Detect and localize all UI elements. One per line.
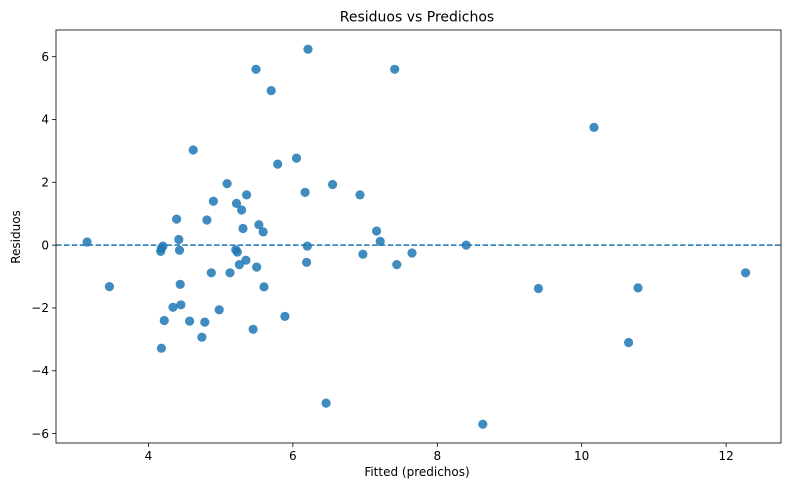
data-point	[232, 247, 242, 257]
data-point	[175, 279, 185, 289]
data-point	[259, 282, 269, 292]
data-point	[328, 179, 338, 190]
data-point	[104, 282, 114, 292]
points-layer	[82, 44, 751, 429]
x-axis-ticks: 4 6 8 10 12	[145, 443, 734, 463]
data-point	[202, 215, 212, 225]
data-point	[234, 260, 244, 270]
data-point	[633, 283, 643, 293]
data-point	[291, 153, 302, 163]
data-point	[252, 262, 262, 272]
chart-title: Residuos vs Predichos	[340, 10, 494, 26]
data-point	[407, 248, 417, 258]
data-point	[238, 223, 248, 234]
data-point	[158, 241, 168, 251]
data-point	[231, 198, 242, 208]
x-tick-label: 4	[145, 449, 153, 463]
data-point	[358, 249, 368, 259]
data-point	[266, 86, 276, 96]
y-axis-ticks: −6 −4 −2 0 2 4 6	[31, 50, 56, 441]
data-point	[214, 305, 224, 315]
data-point	[251, 64, 261, 74]
data-point	[478, 419, 488, 429]
x-tick-label: 12	[718, 449, 733, 463]
data-point	[185, 316, 195, 326]
data-point	[533, 283, 544, 294]
data-point	[174, 245, 185, 255]
data-point	[300, 187, 310, 197]
data-point	[188, 145, 198, 155]
data-point	[156, 343, 166, 353]
data-point	[321, 398, 331, 408]
y-tick-label: −6	[31, 427, 49, 441]
y-axis-title: Residuos	[9, 210, 23, 264]
data-point	[258, 227, 268, 237]
data-point	[206, 268, 216, 278]
plot-area-frame	[55, 29, 782, 444]
data-point	[197, 332, 207, 342]
data-point	[208, 196, 218, 206]
data-point	[303, 44, 313, 54]
y-tick-label: 2	[41, 176, 49, 190]
y-tick-label: 4	[41, 113, 49, 127]
data-point	[176, 300, 186, 310]
data-point	[461, 240, 471, 250]
data-point	[174, 234, 184, 245]
data-point	[302, 257, 312, 267]
data-point	[624, 337, 634, 348]
data-point	[302, 241, 312, 251]
data-point	[222, 179, 232, 189]
y-tick-label: −4	[31, 364, 49, 378]
data-point	[200, 317, 210, 327]
y-tick-label: −2	[31, 301, 49, 315]
data-point	[392, 260, 402, 270]
data-point	[589, 122, 599, 132]
x-tick-label: 8	[433, 449, 441, 463]
data-point	[237, 205, 247, 215]
data-point	[273, 159, 283, 169]
data-point	[241, 255, 251, 265]
data-point	[254, 220, 264, 230]
data-point	[242, 190, 252, 200]
data-point	[225, 268, 235, 278]
x-tick-label: 6	[289, 449, 297, 463]
data-point	[375, 236, 385, 246]
data-point	[741, 268, 751, 278]
y-tick-label: 0	[41, 238, 49, 252]
x-tick-label: 10	[574, 449, 589, 463]
data-point	[159, 315, 169, 326]
data-point	[355, 190, 365, 200]
data-point	[390, 64, 400, 74]
data-point	[280, 311, 290, 321]
data-point	[372, 226, 382, 236]
data-point	[172, 214, 182, 224]
data-point	[82, 237, 92, 247]
x-axis-title: Fitted (predichos)	[364, 465, 469, 479]
data-point	[248, 324, 258, 334]
data-point	[168, 302, 178, 312]
y-tick-label: 6	[41, 50, 49, 64]
